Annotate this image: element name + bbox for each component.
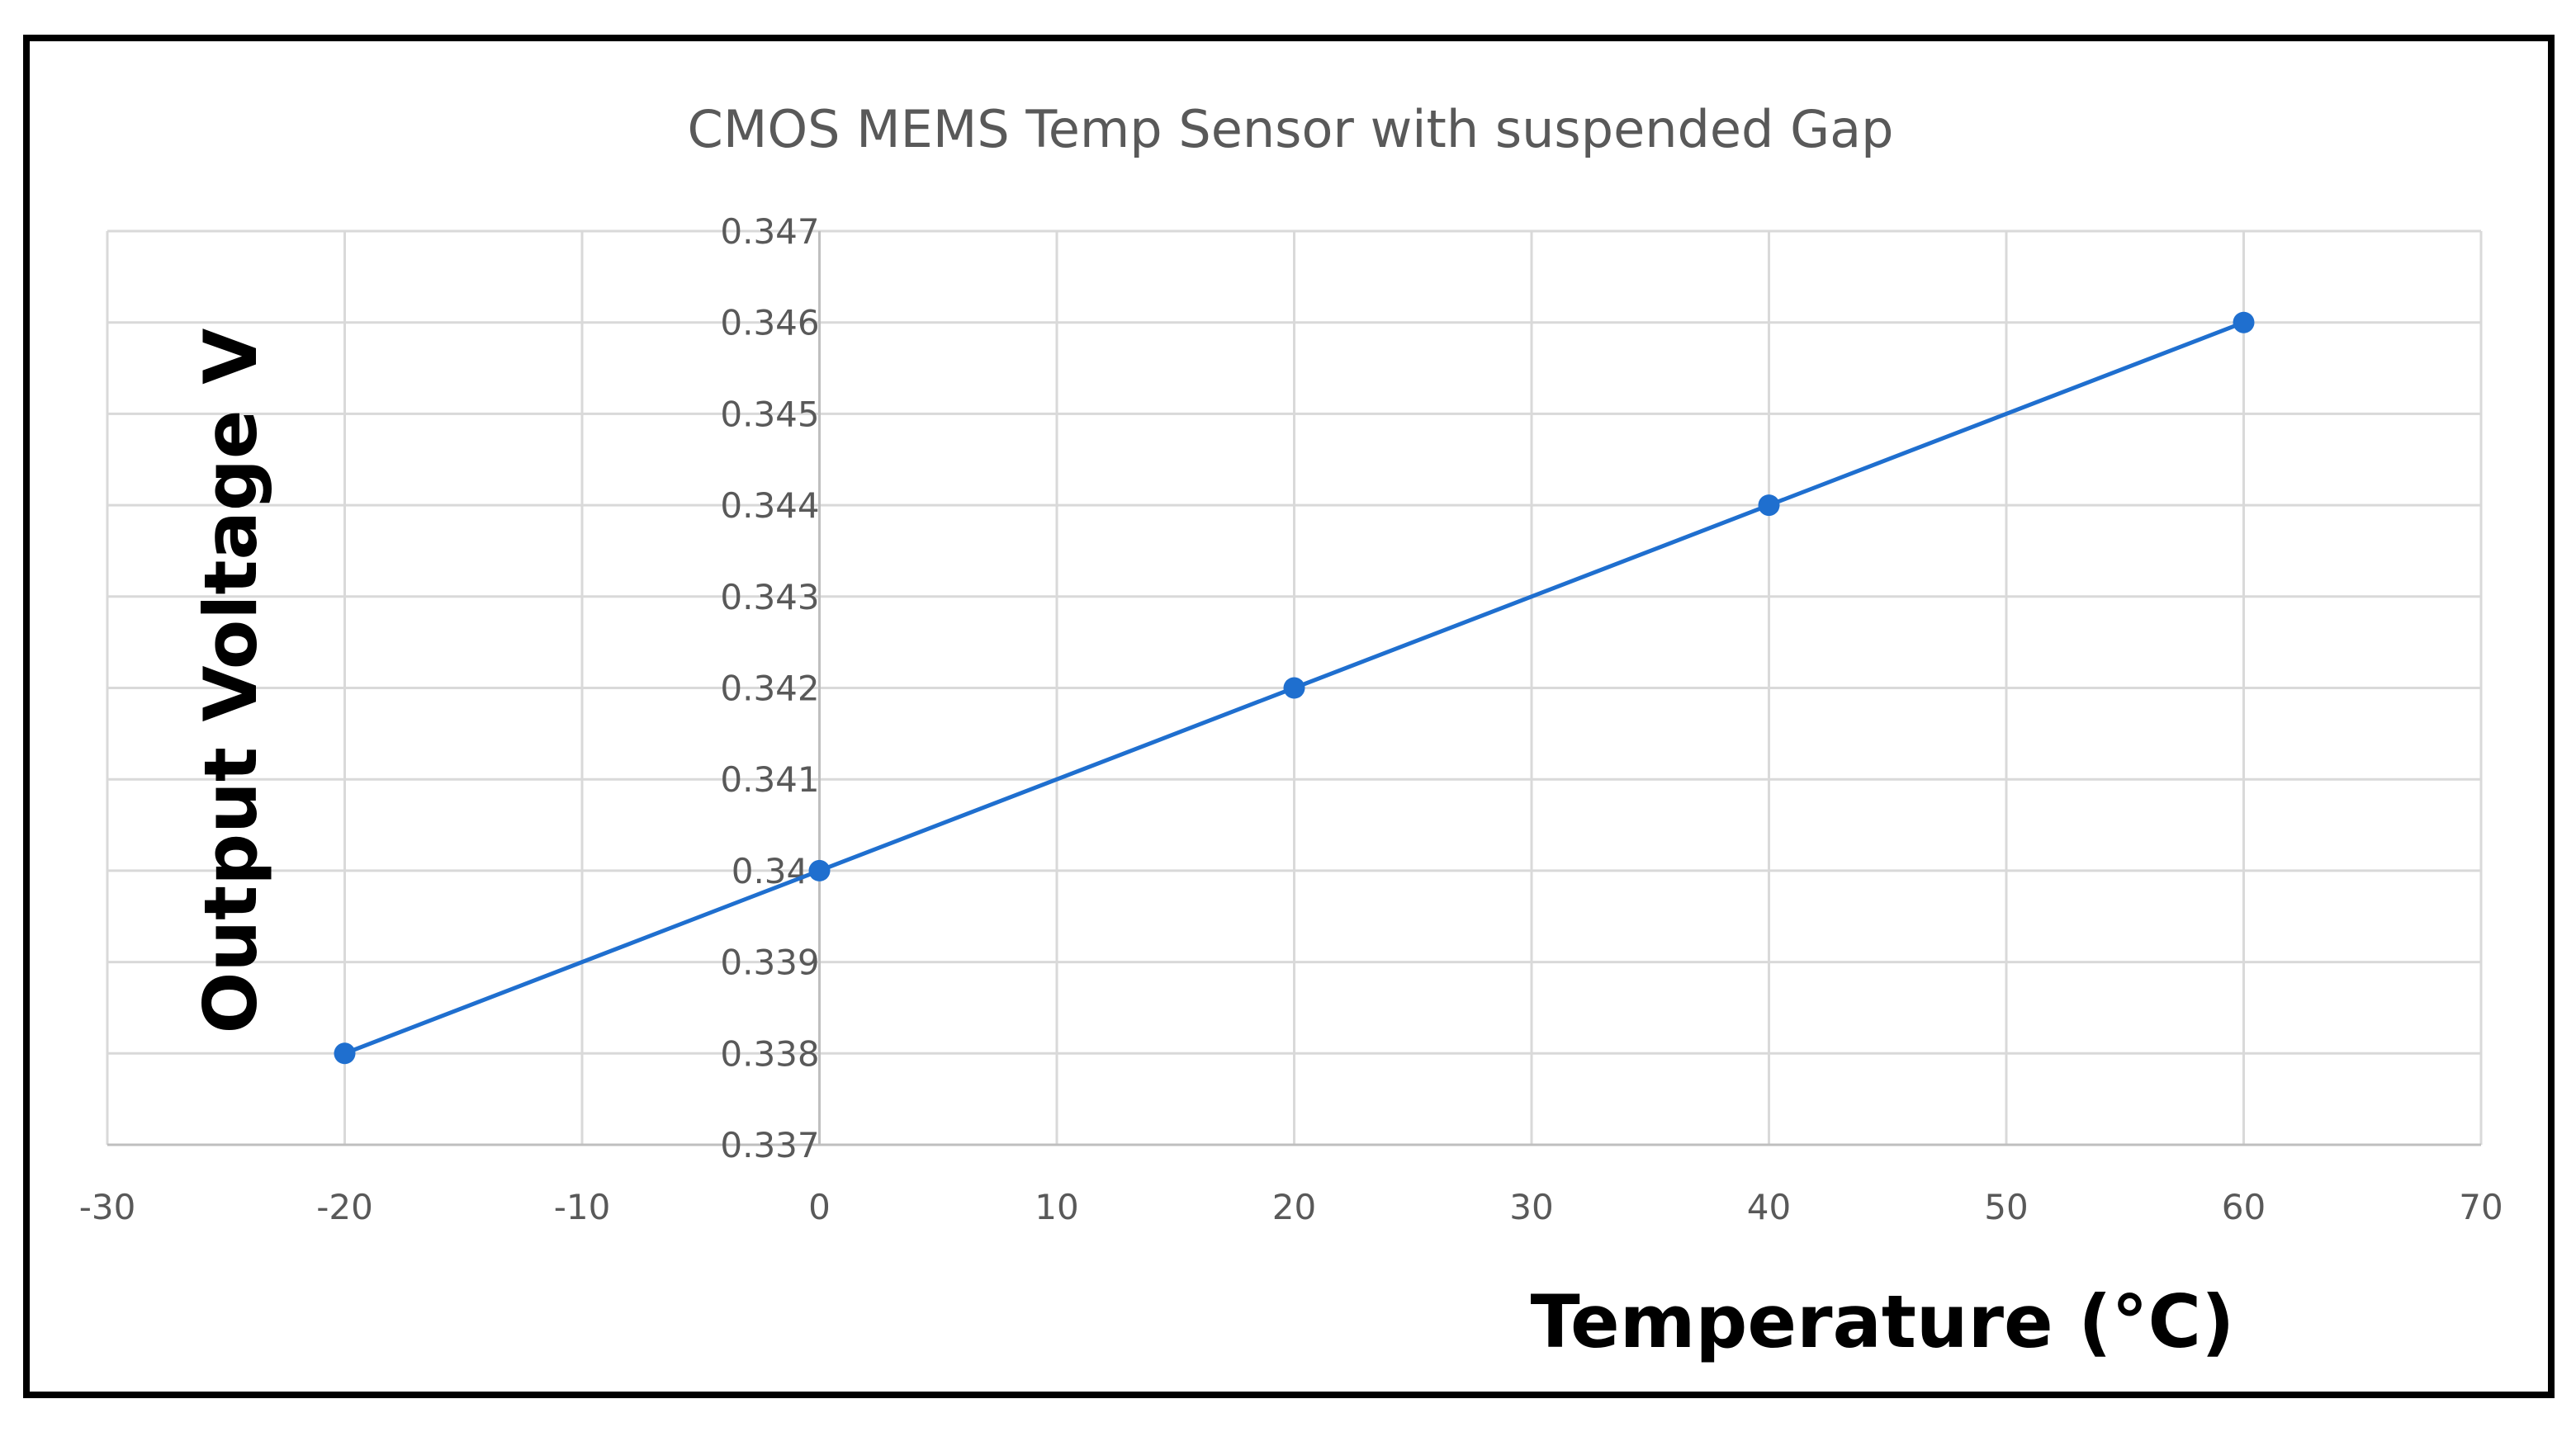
data-point: [334, 1042, 356, 1065]
x-tick-label: 30: [1509, 1187, 1553, 1227]
x-tick-label: 50: [1984, 1187, 2028, 1227]
y-tick-label: 0.337: [720, 1125, 819, 1165]
x-tick-label: 20: [1272, 1187, 1316, 1227]
data-point: [1283, 677, 1305, 699]
tick-labels: -30 -20 -10 0 10 20 30 40 50 60 70 0.337 0.338 0.339 0…: [79, 211, 2503, 1227]
y-tick-label: 0.344: [720, 485, 819, 526]
x-tick-label: 60: [2222, 1187, 2266, 1227]
y-tick-label: 0.339: [720, 943, 819, 983]
x-tick-label: 70: [2459, 1187, 2503, 1227]
x-tick-label: -30: [79, 1187, 136, 1227]
y-tick-label: 0.343: [720, 577, 819, 617]
y-tick-label: 0.342: [720, 669, 819, 709]
x-axis-title: Temperature (°C): [1531, 1279, 2235, 1364]
y-axis-title: Output Voltage V: [188, 328, 273, 1034]
y-tick-label: 0.34: [732, 851, 809, 891]
data-point: [1758, 494, 1780, 517]
chart-title: CMOS MEMS Temp Sensor with suspended Gap: [688, 99, 1894, 159]
axes: [107, 231, 2481, 1146]
data-point: [808, 859, 831, 881]
x-tick-label: 10: [1035, 1187, 1078, 1227]
y-tick-label: 0.347: [720, 211, 819, 252]
y-tick-label: 0.341: [720, 759, 819, 800]
y-tick-label: 0.338: [720, 1033, 819, 1074]
y-tick-label: 0.345: [720, 394, 819, 434]
chart-frame: [23, 35, 2555, 1398]
x-tick-label: -10: [554, 1187, 611, 1227]
x-tick-label: 0: [808, 1187, 831, 1227]
y-tick-label: 0.346: [720, 303, 819, 343]
x-tick-label: -20: [316, 1187, 373, 1227]
x-tick-label: 40: [1747, 1187, 1791, 1227]
data-point: [2233, 311, 2255, 333]
data-series: [334, 311, 2255, 1065]
grid: [106, 229, 2483, 1146]
